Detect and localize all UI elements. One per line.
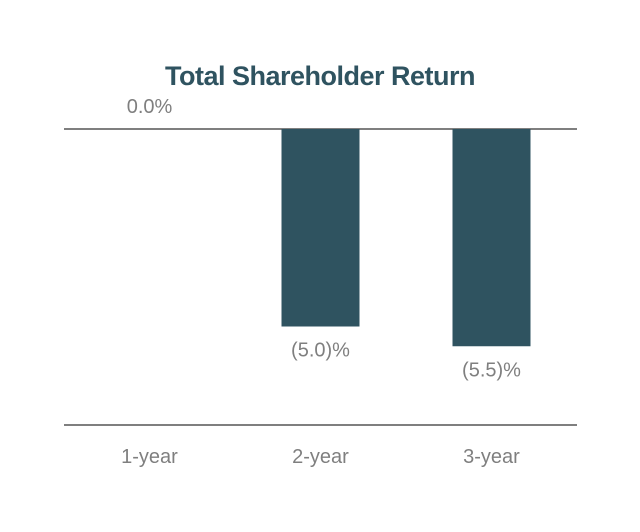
data-label-2-year: (5.0)%	[291, 340, 350, 362]
data-labels: 0.0% (5.0)% (5.5)%	[127, 96, 521, 381]
bar-3-year	[452, 129, 531, 347]
tick-label-1-year: 1-year	[121, 446, 178, 468]
data-label-1-year: 0.0%	[127, 96, 173, 118]
data-label-3-year: (5.5)%	[462, 359, 521, 381]
bars	[281, 129, 531, 347]
bar-2-year	[281, 129, 360, 327]
category-tick-labels: 1-year 2-year 3-year	[121, 446, 520, 468]
tick-label-3-year: 3-year	[463, 446, 520, 468]
chart-title: Total Shareholder Return	[165, 61, 475, 91]
tick-label-2-year: 2-year	[292, 446, 349, 468]
